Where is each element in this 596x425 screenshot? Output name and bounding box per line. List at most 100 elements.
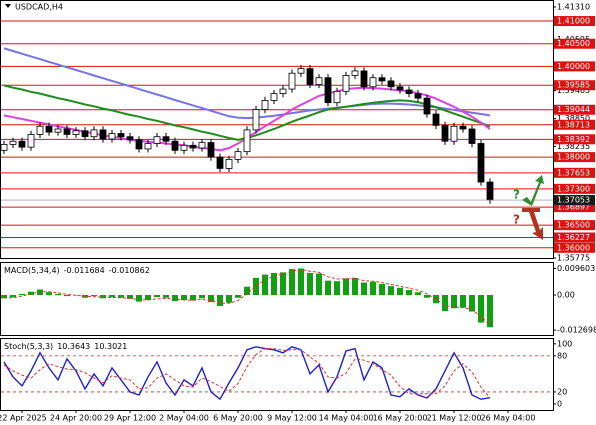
candle-body [171,140,179,151]
candle-body [135,139,143,150]
level-label: 1.36000 [557,243,590,252]
macd-bar [217,295,223,307]
level-label: 1.40500 [557,39,590,48]
candle-body [27,134,35,148]
question-mark-down: ? [513,213,520,227]
price-panel-frame [0,0,554,259]
candle-body [288,72,296,90]
candle-body [369,77,377,88]
macd-bar [145,295,151,300]
level-label: 1.38000 [557,153,590,162]
candle-body [468,128,476,144]
level-label-box [554,61,595,72]
candle-body [243,129,251,153]
level-label: 1.36500 [557,221,590,230]
y-tick-label: 1.39465 [557,86,590,95]
candle-body [144,143,152,150]
level-label-box [554,183,595,194]
macd-bar [64,295,70,297]
level-label-box [554,220,595,231]
x-tick-label: 22 Apr 2025 [0,414,47,423]
indicator-line [4,269,491,326]
level-label: 1.38392 [557,135,590,144]
down-arrow [522,208,543,240]
macd-bar [316,273,322,295]
x-tick-label: 9 May 12:00 [267,414,317,423]
candle-body [126,136,134,141]
candle-body [9,140,17,145]
x-tick-label: 14 May 04:00 [319,414,374,423]
candle-body [216,156,224,169]
candle-body [90,129,98,138]
candle-body [162,136,170,142]
question-mark-up: ? [513,188,520,202]
macd-bar [235,295,241,298]
macd-bar [460,295,466,308]
x-tick-label: 24 Apr 20:00 [50,414,102,423]
macd-bar [334,281,340,295]
candle-body [459,125,467,130]
level-label: 1.41000 [557,17,590,26]
macd-bar [415,292,421,295]
candle-body [180,144,188,151]
macd-bar [325,280,331,295]
panel-title-part: Stoch(5,3,3) [4,342,53,351]
candle-body [441,124,449,142]
macd-bar [1,295,7,299]
macd-bar [397,287,403,295]
macd-bar [253,277,259,295]
macd-bar [226,295,232,303]
panel-title: MACD(5,34,4) -0.011684 -0.010862 [4,266,150,275]
macd-bar [100,295,106,299]
macd-bar [388,286,394,295]
macd-bar [271,272,277,295]
y-tick-label: 100 [557,339,572,348]
level-label-box [554,242,595,253]
level-label-box [554,119,595,130]
candle-body [261,100,269,110]
y-tick-label: 0.00 [557,291,575,300]
macd-bar [181,295,187,300]
level-label: 1.37300 [557,184,590,193]
candle-body [36,125,44,135]
level-label: 1.37653 [557,168,590,177]
candle-body [486,181,494,201]
level-label-box [554,232,595,243]
macd-bar [28,291,34,295]
macd-bar [307,272,313,295]
panel-title-part: MACD(5,34,4) [4,266,60,275]
level-label-box [554,152,595,163]
stoch-panel-frame [0,338,554,411]
candle-body [207,142,215,158]
candle-body [315,77,323,85]
candle-body [189,144,197,149]
y-tick-label: 1.38850 [557,114,590,123]
level-label-box [554,80,595,91]
candle-body [405,89,413,95]
macd-bar [289,269,295,295]
macd-bar [208,295,214,303]
macd-bar [118,295,124,298]
candle-body [270,93,278,101]
macd-panel-frame [0,262,554,336]
candle-body [0,143,8,151]
y-tick-label: 1.35775 [557,254,590,263]
panel-title: Stoch(5,3,3) 10.3643 10.3021 [4,342,127,351]
x-tick-label: 21 May 12:00 [427,414,482,423]
level-label: 1.40000 [557,62,590,71]
macd-bar [370,281,376,295]
y-tick-label: 0 [557,399,562,408]
candle-body [477,143,485,183]
candle-body [81,130,89,138]
panel-title-part: -0.011684 [64,266,105,275]
candle-body [72,130,80,135]
macd-bar [343,278,349,295]
level-label: 1.36897 [557,203,590,212]
candle-body [45,125,53,133]
level-label-box [554,38,595,49]
y-tick-label: 1.41310 [557,2,590,11]
macd-bar [199,295,205,299]
level-label: 1.39585 [557,81,590,90]
macd-bar [298,268,304,295]
candle-body [378,77,386,82]
